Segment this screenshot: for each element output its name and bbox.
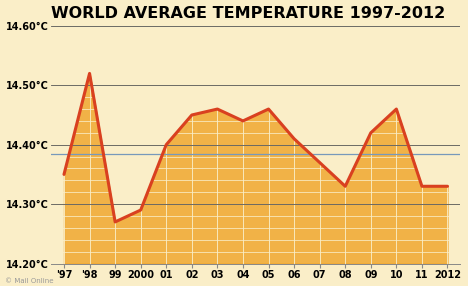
Text: WORLD AVERAGE TEMPERATURE 1997-2012: WORLD AVERAGE TEMPERATURE 1997-2012 — [51, 5, 446, 21]
Text: © Mail Online: © Mail Online — [5, 278, 53, 284]
